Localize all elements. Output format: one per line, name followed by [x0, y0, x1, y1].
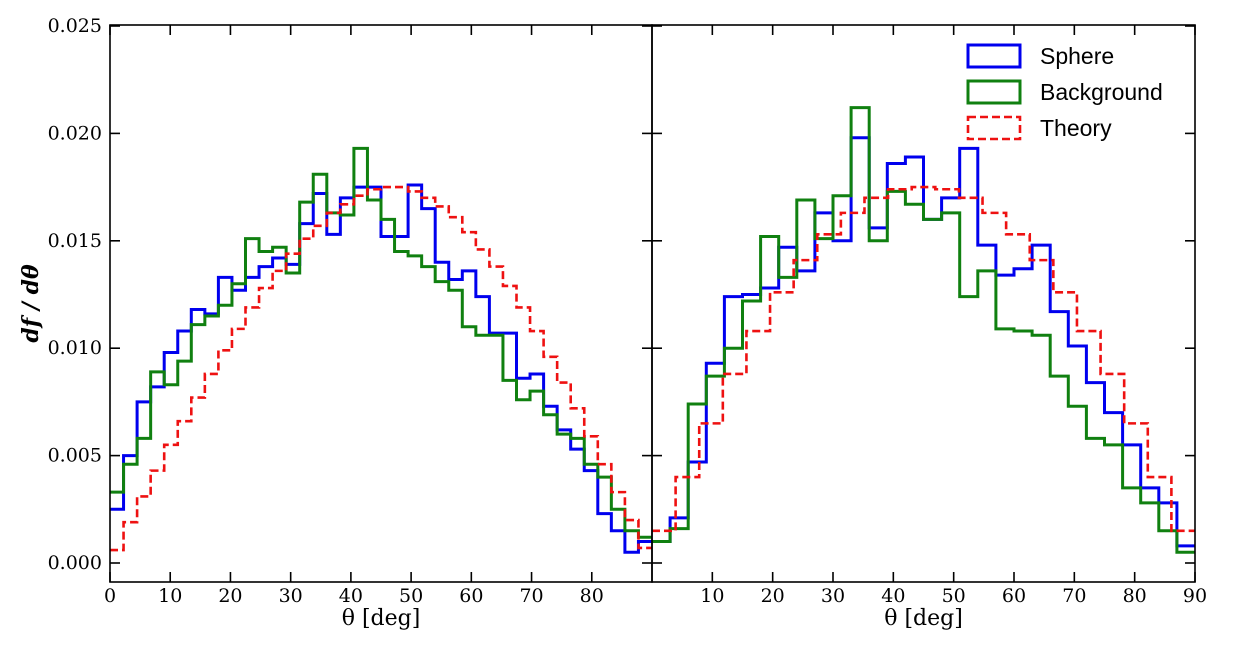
right-xtick-label-70: 70 [1062, 585, 1086, 607]
right-xtick-label-20: 20 [761, 585, 785, 607]
legend-swatch-sphere [966, 43, 1022, 69]
left-xtick-label-20: 20 [218, 585, 242, 607]
left-xaxis-label: θ [deg] [342, 606, 421, 631]
right-xtick-label-40: 40 [881, 585, 905, 607]
right-xtick-label-90: 90 [1183, 585, 1207, 607]
left-series-background [110, 146, 652, 539]
left-xtick-label-10: 10 [158, 585, 182, 607]
right-xtick-label-30: 30 [821, 585, 845, 607]
label-layer: 0 10 20 30 40 50 60 70 80 0.000 0.005 0.010 0.015 0.0… [18, 15, 1207, 631]
right-series-background [652, 106, 1195, 554]
right-series-sphere [652, 136, 1195, 548]
legend-label-theory: Theory [1040, 115, 1112, 141]
left-xtick-label-80: 80 [580, 585, 604, 607]
legend-swatch-theory [966, 115, 1022, 141]
right-xtick-label-80: 80 [1123, 585, 1147, 607]
left-series-theory [110, 185, 652, 552]
left-xtick-label-50: 50 [399, 585, 423, 607]
right-series-theory [652, 185, 1195, 533]
legend-label-sphere: Sphere [1040, 43, 1114, 69]
legend: Sphere Background Theory [966, 43, 1163, 141]
yaxis-label: df / dθ [18, 264, 44, 343]
left-xtick-label-0: 0 [104, 585, 116, 607]
left-xtick-label-70: 70 [519, 585, 543, 607]
left-xtick-label-40: 40 [339, 585, 363, 607]
ytick-label-0.010: 0.010 [48, 337, 102, 359]
ytick-label-0.020: 0.020 [48, 122, 102, 144]
right-xaxis-label: θ [deg] [884, 606, 963, 631]
right-panel-frame [651, 24, 1196, 583]
legend-swatch-background [966, 79, 1022, 105]
left-xtick-label-30: 30 [279, 585, 303, 607]
right-xtick-label-50: 50 [942, 585, 966, 607]
right-xtick-label-10: 10 [700, 585, 724, 607]
left-series-sphere [110, 183, 652, 554]
ytick-label-0.025: 0.025 [48, 15, 102, 37]
legend-label-background: Background [1040, 79, 1163, 105]
series-layer [110, 106, 1195, 554]
ytick-label-0.000: 0.000 [48, 552, 102, 574]
right-xtick-label-60: 60 [1002, 585, 1026, 607]
ytick-label-0.005: 0.005 [48, 445, 102, 467]
left-xtick-label-60: 60 [459, 585, 483, 607]
left-panel-frame [109, 24, 653, 583]
ytick-label-0.015: 0.015 [48, 230, 102, 252]
